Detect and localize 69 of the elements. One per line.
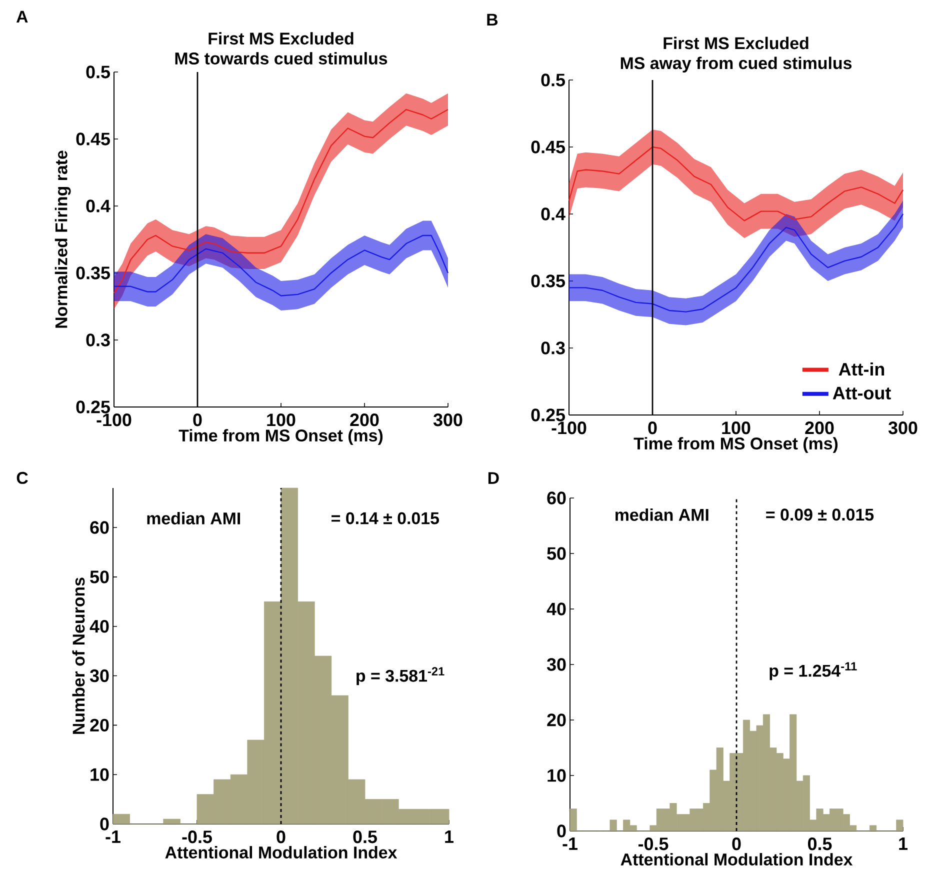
y-tick-label: 0.25 bbox=[531, 408, 565, 422]
x-tick-label: 200 bbox=[805, 422, 834, 434]
x-tick-label: 0.5 bbox=[353, 830, 377, 844]
x-tick-label: 100 bbox=[722, 422, 750, 434]
line-series bbox=[568, 146, 904, 222]
annotation: = 0.09 ± 0.015 bbox=[766, 508, 874, 521]
x-tick-label: 0 bbox=[648, 422, 657, 434]
y-tick-label: 0.35 bbox=[76, 266, 110, 280]
y-tick-label: 10 bbox=[90, 768, 109, 781]
y-tick-label: 30 bbox=[90, 669, 109, 682]
y-tick-label: 0.25 bbox=[76, 400, 110, 414]
y-tick-label: 0.4 bbox=[86, 200, 110, 212]
chart-title: First MS Excluded bbox=[208, 32, 354, 45]
text: D bbox=[488, 472, 499, 484]
x-tick-label: -100 bbox=[552, 422, 586, 434]
x-tick-label: 0 bbox=[193, 414, 202, 426]
y-tick-label: 0.45 bbox=[76, 132, 110, 146]
legend-label: Att-out bbox=[832, 386, 891, 400]
y-tick-label: 10 bbox=[548, 769, 566, 782]
x-tick-label: -0.5 bbox=[638, 838, 668, 850]
x-tick-label: 0 bbox=[732, 838, 741, 850]
x-tick-label: 300 bbox=[888, 422, 918, 434]
x-tick-label: -1 bbox=[106, 830, 120, 843]
y-tick-label: 40 bbox=[90, 620, 109, 633]
y-tick-label: 40 bbox=[546, 602, 566, 616]
text: C bbox=[16, 472, 28, 484]
legend-label: Att-in bbox=[838, 362, 884, 376]
annotation: median AMI bbox=[616, 508, 708, 521]
x-tick-label: 300 bbox=[433, 414, 462, 426]
y-tick-label: 0.35 bbox=[531, 274, 565, 288]
y-axis-title: Number of Neurons bbox=[72, 578, 85, 734]
x-tick-label: -1 bbox=[562, 838, 578, 850]
line-series bbox=[113, 234, 449, 296]
x-tick-label: -0.5 bbox=[182, 830, 212, 844]
y-tick-label: 30 bbox=[546, 658, 566, 671]
text: A bbox=[16, 10, 28, 23]
x-tick-label: 1 bbox=[899, 838, 908, 850]
x-tick-label: 0.5 bbox=[808, 838, 832, 850]
y-axis-title: Normalized Firing rate bbox=[54, 150, 71, 328]
y-tick-label: 20 bbox=[547, 714, 566, 726]
x-tick-label: 200 bbox=[350, 414, 379, 426]
x-tick-label: 1 bbox=[445, 830, 454, 843]
annotation: median AMI bbox=[147, 512, 240, 524]
y-tick-label: 0.45 bbox=[531, 140, 565, 154]
y-tick-label: 0.5 bbox=[541, 74, 565, 86]
annotation: = 0.14 ± 0.015 bbox=[332, 512, 440, 524]
y-tick-label: 0.3 bbox=[86, 334, 110, 346]
chart-subtitle: MS away from cued stimulus bbox=[620, 56, 852, 72]
y-tick-label: 0 bbox=[100, 818, 109, 830]
x-tick-label: 0 bbox=[276, 830, 286, 844]
x-tick-label: 100 bbox=[267, 414, 296, 426]
x-axis-title: Time from MS Onset (ms) bbox=[178, 429, 383, 445]
chart-subtitle: MS towards cued stimulus bbox=[175, 52, 388, 64]
x-tick-label: -100 bbox=[96, 414, 132, 426]
y-tick-label: 60 bbox=[547, 492, 566, 504]
x-axis-title: Time from MS Onset (ms) bbox=[634, 437, 838, 453]
y-tick-label: 50 bbox=[90, 570, 109, 584]
annotation: p = 1.254$^{-11}$ bbox=[770, 662, 857, 680]
text: B bbox=[487, 14, 498, 26]
y-tick-label: 50 bbox=[547, 547, 566, 560]
annotation: p = 3.581$^{-21}$ bbox=[356, 667, 444, 686]
y-tick-label: 0.5 bbox=[86, 66, 110, 78]
y-tick-label: 0.3 bbox=[541, 342, 565, 354]
y-tick-label: 0.4 bbox=[541, 208, 566, 220]
y-tick-label: 60 bbox=[90, 521, 109, 534]
x-axis-title: Attentional Modulation Index bbox=[620, 853, 853, 866]
x-axis-title: Attentional Modulation Index bbox=[165, 846, 398, 858]
chart-title: First MS Excluded bbox=[664, 36, 808, 50]
y-tick-label: 20 bbox=[90, 718, 109, 732]
